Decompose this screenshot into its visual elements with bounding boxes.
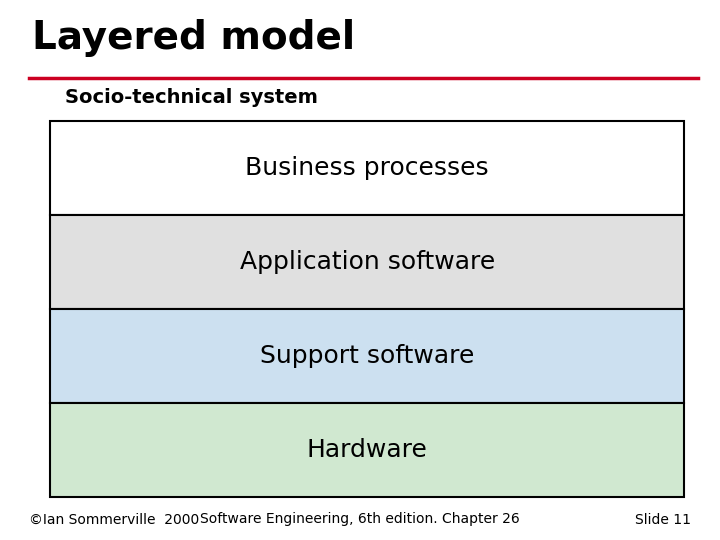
Text: Layered model: Layered model xyxy=(32,19,356,57)
Text: Slide 11: Slide 11 xyxy=(635,512,691,526)
Text: Application software: Application software xyxy=(240,250,495,274)
Text: Hardware: Hardware xyxy=(307,438,428,462)
Text: Support software: Support software xyxy=(260,344,474,368)
FancyBboxPatch shape xyxy=(50,215,684,309)
Text: Software Engineering, 6th edition. Chapter 26: Software Engineering, 6th edition. Chapt… xyxy=(200,512,520,526)
Text: Business processes: Business processes xyxy=(246,157,489,180)
FancyBboxPatch shape xyxy=(50,309,684,403)
FancyBboxPatch shape xyxy=(50,403,684,497)
Text: Socio-technical system: Socio-technical system xyxy=(65,87,318,107)
FancyBboxPatch shape xyxy=(50,122,684,215)
Text: ©Ian Sommerville  2000: ©Ian Sommerville 2000 xyxy=(29,512,199,526)
